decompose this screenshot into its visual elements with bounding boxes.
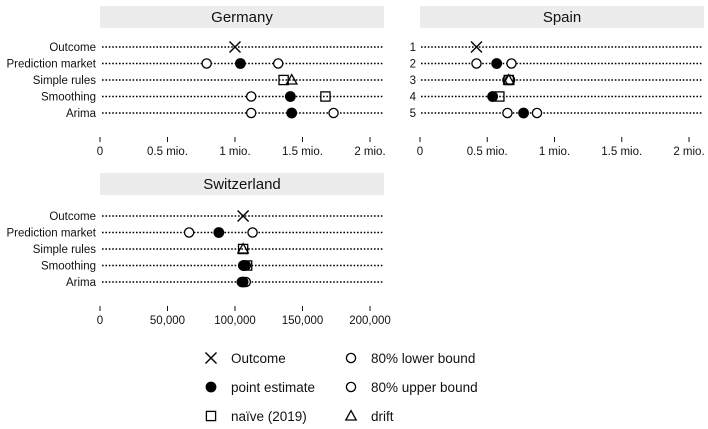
germany-point-estimate-prediction-market bbox=[235, 58, 246, 69]
spain-tick-label-2: 1 mio. bbox=[539, 146, 570, 158]
spain-80-upper-bound-2 bbox=[506, 58, 517, 69]
spain-tick-label-3: 1.5 mio. bbox=[601, 146, 642, 158]
switzerland-tick-label-0: 0 bbox=[97, 315, 103, 327]
switzerland-point-estimate-prediction-market bbox=[213, 227, 225, 238]
germany-tick-label-2: 1 mio. bbox=[219, 146, 250, 158]
spain-80-lower-bound-5 bbox=[502, 107, 513, 119]
legend-item-point-estimate: point estimate bbox=[205, 380, 315, 395]
legend-label-80-lower-bound: 80% lower bound bbox=[371, 351, 475, 366]
spain-tick-label-0: 0 bbox=[417, 146, 423, 158]
legend-marker-drift bbox=[344, 409, 358, 421]
spain-80-upper-bound-5 bbox=[531, 107, 543, 119]
switzerland-na-ve-2019-smoothing bbox=[241, 260, 253, 271]
germany-point-estimate-smoothing bbox=[284, 91, 296, 102]
legend-label-80-upper-bound: 80% upper bound bbox=[371, 380, 478, 395]
switzerland-drift-simple-rules bbox=[236, 242, 250, 254]
legend-item-80-upper-bound: 80% upper bound bbox=[345, 380, 478, 395]
legend: Outcome 80% lower bound point estimate 80% … bbox=[205, 351, 478, 424]
switzerland-tick-label-4: 200,000 bbox=[349, 315, 391, 327]
legend-marker-80-lower-bound bbox=[345, 352, 357, 364]
switzerland-80-upper-bound-prediction-market bbox=[247, 227, 258, 238]
germany-title-strip bbox=[100, 6, 384, 28]
germany-row-label-smoothing: Smoothing bbox=[41, 92, 96, 104]
switzerland-panel: Switzerland Outcome Prediction market Simpl… bbox=[7, 173, 391, 327]
switzerland-point-estimate-arima bbox=[237, 276, 249, 288]
spain-row-label-1: 1 bbox=[410, 42, 416, 54]
legend-marker-outcome bbox=[205, 352, 217, 364]
germany-point-estimate-arima bbox=[286, 107, 298, 119]
legend-marker-point-estimate bbox=[205, 381, 217, 393]
germany-na-ve-2019-smoothing bbox=[320, 91, 331, 102]
spain-outcome-1 bbox=[470, 41, 483, 53]
spain-drift-3 bbox=[502, 73, 516, 85]
legend-label-drift: drift bbox=[371, 409, 394, 424]
spain-row-label-2: 2 bbox=[410, 59, 416, 71]
switzerland-tick-label-2: 100,000 bbox=[214, 315, 256, 327]
switzerland-tick-label-1: 50,000 bbox=[150, 315, 185, 327]
germany-row-label-outcome: Outcome bbox=[49, 42, 96, 54]
switzerland-tick-label-3: 150,000 bbox=[282, 315, 324, 327]
spain-row-label-4: 4 bbox=[410, 92, 417, 104]
switzerland-row-label-simple-rules: Simple rules bbox=[33, 244, 97, 256]
germany-row-label-arima: Arima bbox=[66, 108, 97, 120]
spain-row-label-5: 5 bbox=[410, 108, 416, 120]
switzerland-point-estimate-smoothing bbox=[239, 260, 250, 271]
switzerland-row-label-smoothing: Smoothing bbox=[41, 261, 96, 273]
spain-point-estimate-2 bbox=[491, 58, 503, 69]
germany-drift-simple-rules bbox=[285, 73, 299, 85]
legend-item-na-ve-2019: naïve (2019) bbox=[205, 409, 307, 424]
germany-80-lower-bound-smoothing bbox=[245, 91, 257, 102]
spain-title-strip bbox=[420, 6, 704, 28]
germany-row-label-prediction-market: Prediction market bbox=[7, 59, 97, 71]
spain-tick-label-1: 0.5 mio. bbox=[467, 146, 508, 158]
spain-tick-label-4: 2 mio. bbox=[673, 146, 704, 158]
switzerland-outcome-outcome bbox=[237, 210, 250, 222]
spain-80-lower-bound-2 bbox=[471, 58, 482, 69]
germany-tick-label-3: 1.5 mio. bbox=[282, 146, 323, 158]
spain-na-ve-2019-4 bbox=[494, 91, 505, 102]
switzerland-80-lower-bound-prediction-market bbox=[183, 227, 195, 238]
spain-title: Spain bbox=[543, 9, 581, 26]
germany-title: Germany bbox=[211, 9, 273, 26]
germany-row-label-simple-rules: Simple rules bbox=[33, 75, 97, 87]
germany-panel: Germany Outcome Prediction market Simple ru… bbox=[7, 6, 386, 158]
germany-tick-label-0: 0 bbox=[97, 146, 103, 158]
switzerland-title: Switzerland bbox=[203, 176, 281, 193]
legend-marker-na-ve-2019 bbox=[205, 410, 217, 422]
germany-tick-label-4: 2 mio. bbox=[354, 146, 385, 158]
germany-80-lower-bound-prediction-market bbox=[201, 58, 212, 69]
switzerland-row-label-prediction-market: Prediction market bbox=[7, 228, 97, 240]
spain-row-label-3: 3 bbox=[410, 75, 416, 87]
legend-item-80-lower-bound: 80% lower bound bbox=[345, 351, 475, 366]
spain-point-estimate-4 bbox=[487, 91, 499, 102]
germany-80-upper-bound-arima bbox=[328, 107, 339, 119]
legend-label-outcome: Outcome bbox=[231, 351, 286, 366]
germany-80-lower-bound-arima bbox=[245, 107, 257, 119]
germany-outcome-outcome bbox=[229, 41, 241, 53]
germany-tick-label-1: 0.5 mio. bbox=[147, 146, 188, 158]
spain-point-estimate-5 bbox=[518, 107, 529, 119]
switzerland-row-label-arima: Arima bbox=[66, 277, 97, 289]
switzerland-row-label-outcome: Outcome bbox=[49, 211, 96, 223]
legend-item-drift: drift bbox=[344, 409, 394, 424]
legend-label-point-estimate: point estimate bbox=[231, 380, 315, 395]
spain-panel: Spain 1 2 3 4 5 0 0.5 mio. 1 mio. 1.5 mio. 2 mio. bbox=[410, 6, 705, 158]
legend-label-na-ve-2019: naïve (2019) bbox=[231, 409, 307, 424]
switzerland-title-strip bbox=[100, 173, 384, 195]
legend-item-outcome: Outcome bbox=[205, 351, 286, 366]
legend-marker-80-upper-bound bbox=[345, 381, 357, 393]
germany-80-upper-bound-prediction-market bbox=[272, 58, 284, 69]
